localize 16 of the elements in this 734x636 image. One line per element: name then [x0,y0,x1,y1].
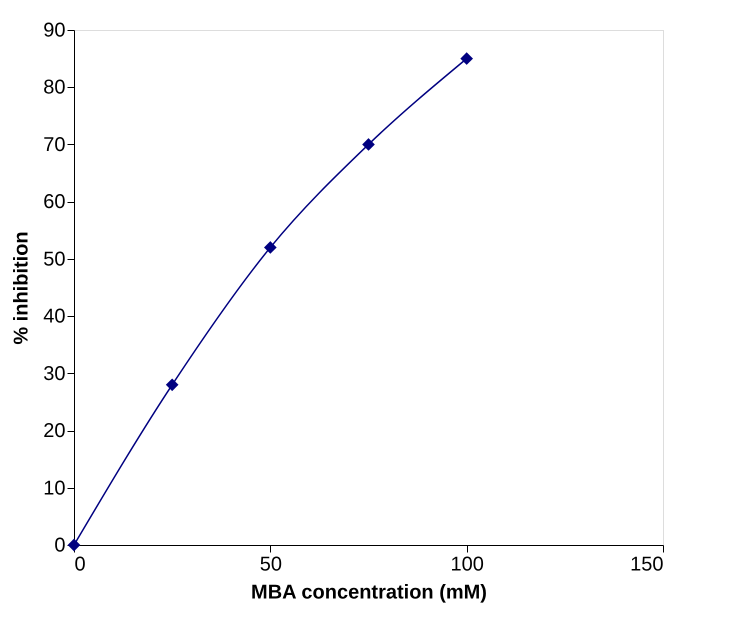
y-axis-title: % inhibition [10,231,32,345]
x-tick-label: 100 [450,554,484,576]
y-tick-label: 50 [43,248,66,270]
x-axis-title: MBA concentration (mM) [251,582,487,604]
y-tick-label: 0 [54,534,66,556]
y-tick-label: 80 [43,76,66,99]
y-tick-label: 70 [43,134,66,156]
y-tick-label: 10 [43,477,66,500]
y-tick-label: 30 [43,362,66,385]
y-tick-label: 60 [43,191,66,214]
x-tick-label: 0 [74,554,86,576]
y-tick-label: 40 [43,306,66,328]
y-tick-label: 90 [43,20,66,42]
y-tick-label: 20 [43,420,66,442]
x-tick-label: 150 [630,554,664,576]
x-tick-label: 50 [260,554,282,576]
